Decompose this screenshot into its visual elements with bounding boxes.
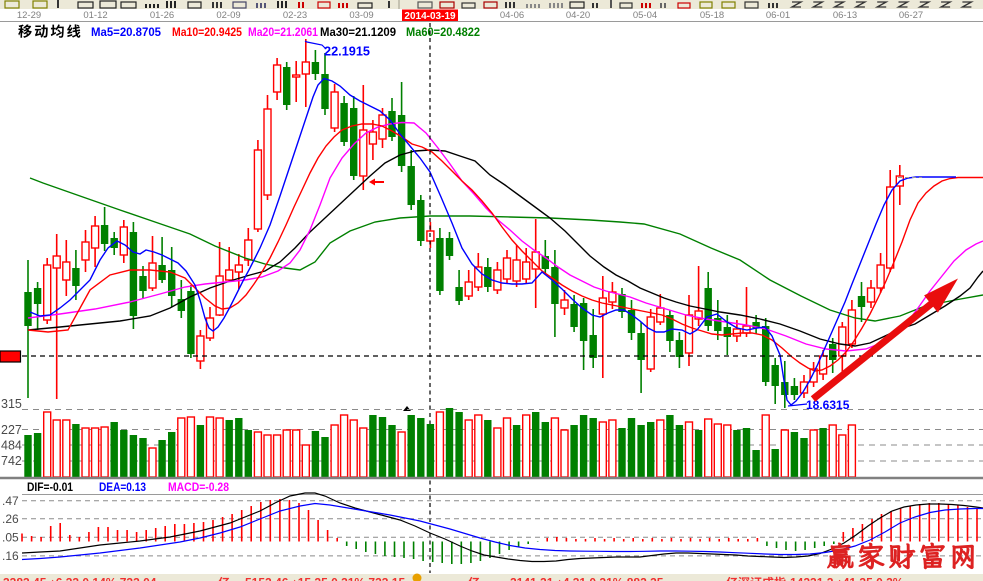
svg-text:05-04: 05-04 (633, 10, 657, 21)
svg-text:227: 227 (1, 423, 22, 437)
svg-text:MACD=-0.28: MACD=-0.28 (168, 482, 230, 494)
svg-text:Ma10=20.9425: Ma10=20.9425 (172, 25, 242, 39)
svg-text:04-06: 04-06 (500, 10, 524, 21)
svg-text:DIF=-0.01: DIF=-0.01 (27, 482, 74, 494)
svg-text:22.1915: 22.1915 (324, 45, 370, 59)
svg-text:Ma30=21.1209: Ma30=21.1209 (320, 25, 396, 39)
svg-text:Ma60=20.4822: Ma60=20.4822 (406, 25, 480, 39)
svg-text:02-23: 02-23 (283, 10, 307, 21)
svg-text:06-01: 06-01 (766, 10, 790, 21)
svg-text:03-09: 03-09 (349, 10, 373, 21)
svg-text:2014-03-19: 2014-03-19 (404, 11, 456, 22)
svg-text:.26: .26 (2, 512, 19, 526)
svg-text:14231.2 ↑41.35 0.2%: 14231.2 ↑41.35 0.2% (790, 576, 904, 581)
svg-text:315: 315 (1, 397, 22, 411)
svg-text:01-26: 01-26 (150, 10, 174, 21)
svg-text:DEA=0.13: DEA=0.13 (99, 482, 146, 494)
svg-text:.16: .16 (2, 549, 19, 563)
svg-text:5152.46 ↑15.25 0.31% 733.15: 5152.46 ↑15.25 0.31% 733.15 (245, 576, 405, 581)
svg-text:05-18: 05-18 (700, 10, 724, 21)
svg-text:06-13: 06-13 (833, 10, 857, 21)
svg-text:Ma20=21.2061: Ma20=21.2061 (248, 25, 318, 39)
svg-text:742: 742 (1, 454, 22, 468)
svg-text:.05: .05 (2, 530, 19, 544)
svg-text:12-29: 12-29 (17, 10, 41, 21)
svg-text:Ma5=20.8705: Ma5=20.8705 (91, 25, 161, 39)
svg-text:.47: .47 (2, 494, 19, 508)
svg-text:484: 484 (1, 439, 22, 453)
svg-text:01-12: 01-12 (83, 10, 107, 21)
svg-text:2141.21 ↑4.31 0.21% 882.35: 2141.21 ↑4.31 0.21% 882.35 (510, 576, 664, 581)
svg-text:02-09: 02-09 (216, 10, 240, 21)
svg-text:04-20: 04-20 (566, 10, 590, 21)
svg-text:18.6315: 18.6315 (806, 398, 850, 412)
svg-text:06-27: 06-27 (899, 10, 923, 21)
svg-text:3383.45 ↑6.33 0.14% 733.04: 3383.45 ↑6.33 0.14% 733.04 (3, 576, 157, 581)
